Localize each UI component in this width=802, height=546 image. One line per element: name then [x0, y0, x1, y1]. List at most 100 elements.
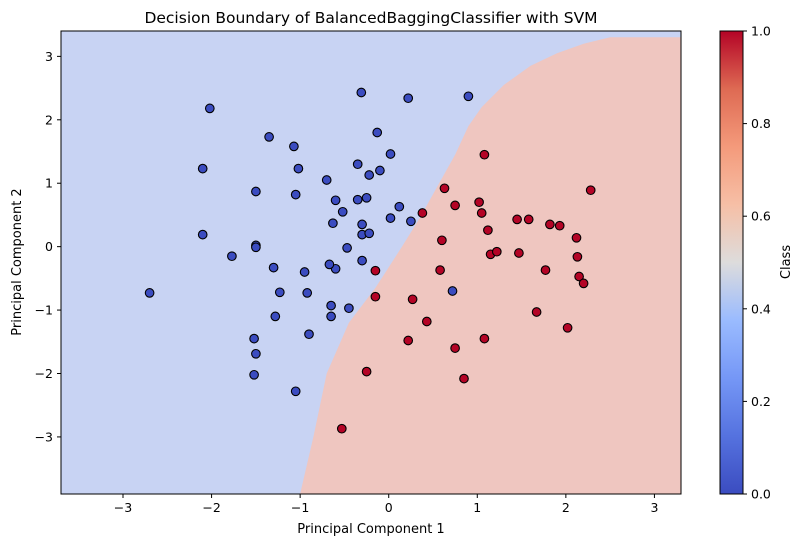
data-point-class-0 — [394, 201, 405, 212]
data-point-class-0 — [364, 228, 375, 239]
data-point-class-0 — [270, 311, 281, 322]
data-point-class-1 — [578, 278, 589, 289]
data-point-class-1 — [540, 265, 551, 275]
y-tick-label: 2 — [45, 112, 53, 127]
data-point-class-0 — [356, 87, 367, 98]
data-point-class-1 — [476, 208, 487, 218]
data-point-class-1 — [554, 220, 565, 231]
data-point-class-0 — [197, 163, 208, 174]
data-point-class-1 — [574, 271, 584, 282]
data-point-class-1 — [361, 366, 372, 377]
data-point-class-0 — [290, 386, 301, 397]
x-axis: −3 −2 −1 0 1 2 3 — [114, 494, 658, 515]
colorbar-tick-label: 0.0 — [751, 487, 771, 502]
data-point-class-0 — [274, 287, 285, 298]
data-point-class-1 — [531, 307, 542, 317]
data-point-class-0 — [249, 333, 259, 344]
y-axis: −3 −2 −1 0 1 2 3 — [35, 49, 61, 444]
region-class-1 — [300, 37, 681, 494]
data-point-class-0 — [227, 251, 237, 262]
x-axis-label: Principal Component 1 — [297, 522, 444, 537]
data-point-class-1 — [435, 265, 445, 275]
data-point-class-0 — [330, 195, 341, 206]
data-point-class-0 — [302, 288, 313, 298]
chart-title: Decision Boundary of BalancedBaggingClas… — [144, 9, 597, 27]
x-tick-label: −1 — [291, 500, 309, 515]
data-point-class-0 — [406, 216, 416, 227]
data-point-class-1 — [407, 294, 418, 305]
x-tick-label: 0 — [385, 500, 393, 515]
data-point-class-0 — [268, 262, 279, 273]
data-point-class-1 — [523, 214, 534, 225]
colorbar-tick-label: 0.4 — [751, 301, 771, 316]
colorbar-tick-label: 0.2 — [751, 394, 771, 409]
plot-frame — [60, 30, 682, 495]
data-point-class-0 — [447, 286, 458, 296]
data-point-class-0 — [352, 194, 363, 205]
x-tick-label: 3 — [650, 500, 658, 515]
data-point-class-0 — [328, 218, 338, 229]
data-point-class-1 — [585, 185, 596, 196]
data-point-class-1 — [437, 235, 447, 246]
data-point-class-1 — [459, 373, 469, 384]
data-point-class-1 — [403, 335, 414, 346]
data-point-class-1 — [370, 265, 381, 276]
data-point-class-0 — [299, 267, 310, 277]
colorbar-tick-label: 0.6 — [751, 209, 771, 224]
data-point-class-0 — [385, 149, 396, 159]
data-point-class-0 — [385, 213, 396, 223]
data-point-class-1 — [417, 208, 428, 218]
colorbar-tick-label: 0.8 — [751, 116, 771, 131]
data-point-class-1 — [439, 183, 450, 194]
x-tick-label: −3 — [114, 500, 132, 515]
data-point-class-0 — [304, 329, 314, 340]
data-point-class-1 — [562, 322, 573, 333]
data-point-class-0 — [197, 229, 208, 240]
scatter-points — [144, 87, 596, 434]
data-point-class-1 — [370, 291, 381, 302]
data-point-class-0 — [204, 103, 215, 114]
data-point-class-0 — [337, 206, 348, 217]
x-tick-label: −2 — [202, 500, 220, 515]
data-point-class-0 — [463, 91, 474, 102]
colorbar: 0.0 0.2 0.4 0.6 0.8 1.0 Class — [719, 24, 794, 502]
data-point-class-0 — [372, 127, 383, 138]
data-point-class-1 — [336, 423, 347, 434]
y-tick-label: 0 — [45, 239, 53, 254]
plot-area — [61, 31, 681, 494]
data-point-class-0 — [290, 189, 301, 200]
data-point-class-0 — [403, 93, 414, 104]
colorbar-ticks: 0.0 0.2 0.4 0.6 0.8 1.0 — [743, 24, 771, 502]
data-point-class-1 — [479, 149, 490, 160]
data-point-class-1 — [514, 248, 524, 258]
data-point-class-0 — [144, 288, 155, 298]
data-point-class-0 — [289, 141, 299, 152]
x-tick-label: 2 — [562, 500, 570, 515]
data-point-class-0 — [344, 303, 354, 314]
data-point-class-0 — [321, 175, 332, 185]
data-point-class-0 — [357, 219, 367, 230]
data-point-class-0 — [251, 348, 261, 359]
data-point-class-1 — [474, 197, 484, 208]
colorbar-label: Class — [779, 245, 794, 279]
y-tick-label: −2 — [35, 366, 53, 381]
data-point-class-1 — [545, 219, 555, 230]
colorbar-tick-label: 1.0 — [751, 24, 771, 39]
y-tick-label: 3 — [45, 49, 53, 64]
y-tick-label: −3 — [35, 429, 53, 444]
y-tick-label: −1 — [35, 303, 53, 318]
data-point-class-0 — [293, 163, 304, 174]
data-point-class-0 — [249, 369, 259, 380]
data-point-class-1 — [491, 246, 502, 257]
data-point-class-0 — [357, 255, 367, 266]
data-point-class-1 — [572, 251, 583, 262]
data-point-class-0 — [342, 243, 352, 253]
data-point-class-0 — [251, 186, 261, 197]
data-point-class-1 — [450, 343, 460, 353]
x-tick-label: 1 — [473, 500, 481, 515]
data-point-class-1 — [450, 200, 460, 211]
data-point-class-0 — [251, 242, 261, 253]
data-point-class-0 — [326, 311, 336, 322]
data-point-class-1 — [479, 333, 490, 344]
